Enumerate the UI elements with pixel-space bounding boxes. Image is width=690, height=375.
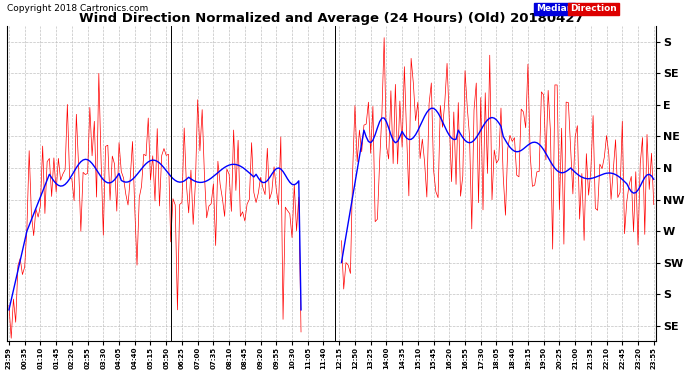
Title: Wind Direction Normalized and Average (24 Hours) (Old) 20180427: Wind Direction Normalized and Average (2… xyxy=(79,12,584,25)
Text: Median: Median xyxy=(536,4,573,13)
Text: Direction: Direction xyxy=(571,4,617,13)
Text: Copyright 2018 Cartronics.com: Copyright 2018 Cartronics.com xyxy=(7,4,148,13)
